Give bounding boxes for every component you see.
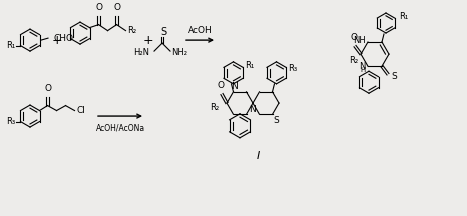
Text: S: S: [391, 72, 397, 81]
Text: R₂: R₂: [349, 56, 359, 65]
Text: +: +: [143, 34, 153, 47]
Text: R₂: R₂: [211, 103, 219, 112]
Text: CHO: CHO: [53, 34, 73, 43]
Text: O: O: [218, 81, 225, 90]
Text: N: N: [231, 82, 238, 91]
Text: S: S: [274, 116, 279, 125]
Text: NH: NH: [353, 37, 366, 46]
Text: R₁: R₁: [6, 41, 15, 50]
Text: R₁: R₁: [246, 61, 255, 70]
Text: N: N: [360, 62, 366, 71]
Text: S: S: [160, 27, 166, 37]
Text: H₂N: H₂N: [133, 48, 149, 57]
Text: R₃: R₃: [7, 117, 15, 126]
Text: O: O: [113, 3, 120, 12]
Text: O: O: [351, 33, 358, 42]
Text: O: O: [44, 84, 51, 93]
Text: H: H: [361, 67, 366, 73]
Text: I: I: [256, 151, 260, 161]
Text: AcOH: AcOH: [188, 26, 212, 35]
Text: +: +: [52, 34, 62, 47]
Text: R₁: R₁: [399, 11, 408, 21]
Text: N: N: [250, 105, 256, 114]
Text: R₃: R₃: [289, 64, 297, 73]
Text: O: O: [95, 3, 102, 12]
Text: AcOH/AcONa: AcOH/AcONa: [95, 123, 145, 132]
Text: NH₂: NH₂: [171, 48, 187, 57]
Text: R₂: R₂: [127, 26, 137, 35]
Text: Cl: Cl: [77, 106, 85, 115]
